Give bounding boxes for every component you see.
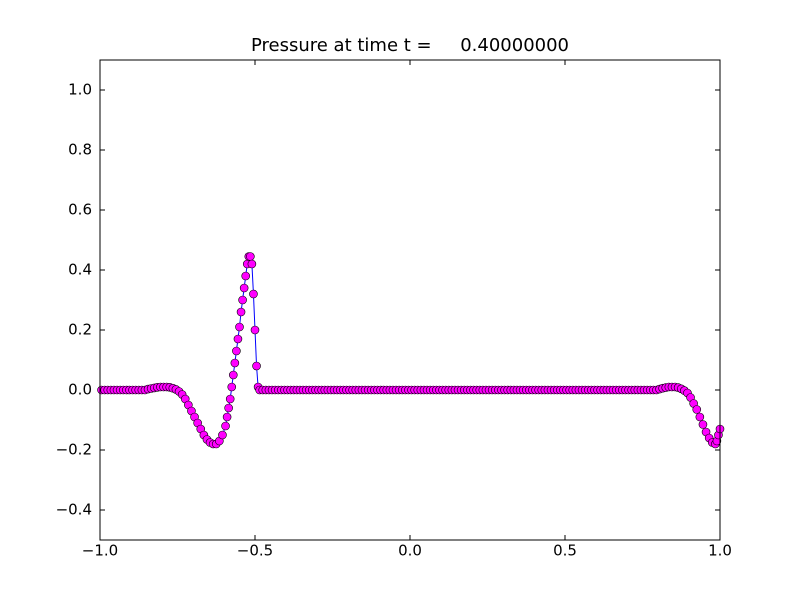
data-point <box>221 421 230 431</box>
y-tick-label: 0.4 <box>68 261 92 279</box>
data-point <box>241 271 250 281</box>
y-tick-label: 0.6 <box>68 201 92 219</box>
data-point <box>229 370 238 380</box>
data-point <box>232 346 241 356</box>
data-point <box>224 403 233 413</box>
y-tick-label: −0.4 <box>56 501 92 519</box>
y-tick-label: 0.2 <box>68 321 92 339</box>
data-point <box>249 289 258 299</box>
data-point <box>227 382 237 392</box>
data-point <box>218 430 227 440</box>
x-tick-label: 1.0 <box>708 542 732 560</box>
data-point <box>235 322 244 332</box>
x-tick-label: 0.0 <box>398 542 422 560</box>
data-point <box>250 325 260 335</box>
data-point <box>239 283 249 293</box>
data-point <box>238 295 247 305</box>
data-point <box>695 412 705 422</box>
x-tick-label: 0.5 <box>553 542 577 560</box>
data-point <box>230 358 240 368</box>
data-point <box>247 259 257 269</box>
data-point <box>698 420 708 429</box>
data-point <box>225 394 235 404</box>
y-tick-label: −0.2 <box>56 441 92 459</box>
data-point <box>233 334 243 344</box>
data-point <box>246 252 255 261</box>
y-tick-label: 0.8 <box>68 141 92 159</box>
plot-frame <box>99 59 721 541</box>
data-point <box>252 361 261 371</box>
data-point <box>236 307 246 317</box>
y-tick-label: 1.0 <box>68 81 92 99</box>
data-point <box>222 412 232 422</box>
x-tick-label: −0.5 <box>237 542 273 560</box>
x-tick-label: −1.0 <box>82 542 118 560</box>
y-tick-label: 0.0 <box>68 381 92 399</box>
data-point <box>692 405 702 414</box>
chart-title: Pressure at time t = 0.40000000 <box>251 35 569 56</box>
